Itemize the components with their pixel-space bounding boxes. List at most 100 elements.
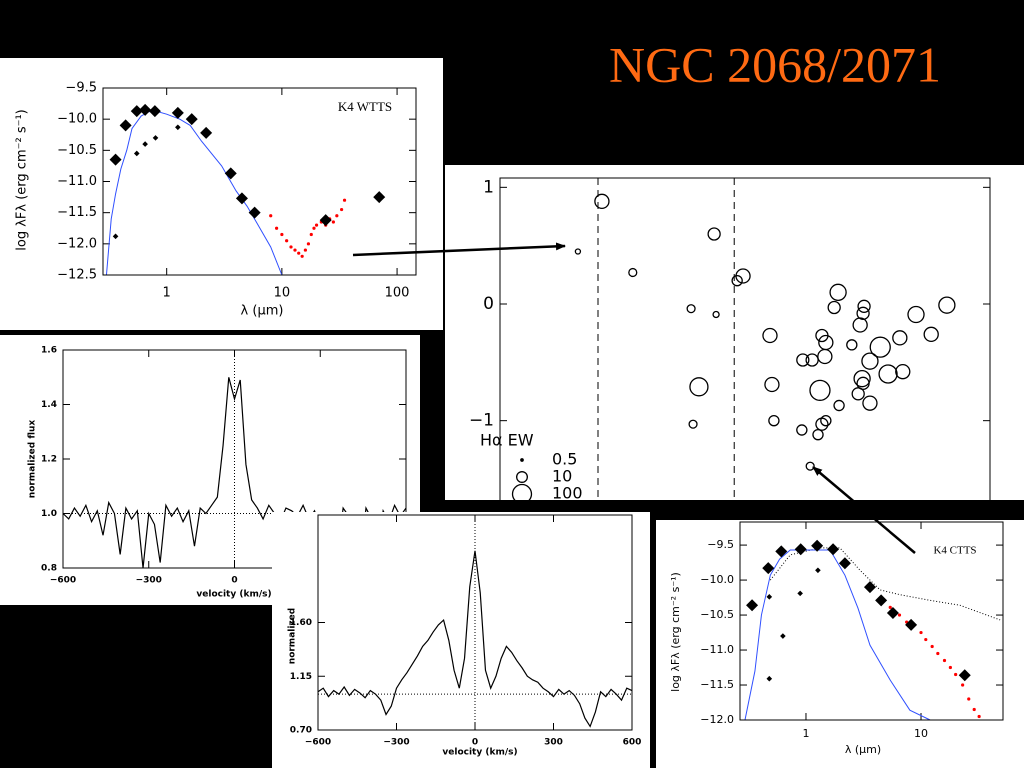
plot-frame — [499, 177, 991, 500]
data-point — [766, 594, 773, 600]
data-point — [331, 220, 335, 224]
data-point — [797, 590, 803, 597]
data-point — [335, 214, 339, 218]
bubble — [878, 364, 898, 384]
data-point — [886, 606, 899, 619]
data-point — [312, 226, 316, 230]
x-axis-label: velocity (km/s) — [196, 590, 271, 600]
bubble — [853, 369, 871, 388]
y-tick-label: 1.60 — [290, 618, 312, 628]
bubble — [833, 399, 845, 412]
data-point — [924, 637, 928, 642]
bubble — [686, 304, 696, 314]
chart-panel: −9.5 −10.0 −10.5 −11.0 −11.5 −12.0 −12.5 1 10 100… — [0, 58, 443, 330]
data-point — [815, 567, 821, 574]
y-axis-label: log λFλ (erg cm⁻² s⁻¹) — [15, 109, 30, 250]
plot-frame — [317, 514, 633, 731]
plot-frame — [62, 349, 407, 569]
data-point — [340, 207, 344, 212]
bubble — [846, 339, 858, 351]
y-tick-label: 0.8 — [41, 564, 57, 574]
bubble — [856, 306, 870, 320]
y-tick-label: −11.0 — [57, 174, 97, 189]
data-point — [794, 543, 807, 556]
y-tick-label: −9.5 — [65, 81, 97, 96]
x-tick-label: 0 — [231, 576, 237, 586]
data-point — [133, 150, 140, 157]
y-axis-label: normalized — [288, 608, 298, 664]
data-point — [152, 135, 159, 141]
data-point — [248, 206, 261, 219]
data-point — [875, 594, 888, 607]
slide-title: NGC 2068/2071 — [609, 36, 941, 92]
bubble — [851, 387, 865, 401]
data-point — [977, 714, 981, 719]
data-point — [746, 599, 759, 612]
y-tick-label: −10.5 — [57, 143, 97, 158]
x-axis-label: velocity (km/s) — [442, 748, 517, 758]
data-point — [188, 118, 195, 124]
bubble — [856, 376, 870, 390]
line-series — [317, 550, 633, 728]
data-point — [373, 191, 386, 204]
bubble — [688, 419, 698, 429]
data-point — [972, 707, 976, 712]
data-point — [888, 605, 892, 609]
bubble — [712, 310, 720, 319]
data-point — [838, 557, 851, 570]
x-tick-label: 600 — [623, 738, 642, 748]
x-axis-label: λ (μm) — [845, 743, 881, 756]
data-point — [112, 233, 119, 240]
annotation: K4 WTTS — [338, 99, 392, 114]
data-point — [811, 539, 824, 552]
x-tick-label: −600 — [50, 576, 76, 586]
bubble — [815, 417, 829, 431]
data-point — [954, 672, 958, 677]
data-point — [130, 105, 143, 118]
data-point — [827, 543, 840, 556]
chart-panel: −9.5 −10.0 −10.5 −11.0 −11.5 −12.0 1 10 λ (μm) lo… — [656, 520, 1024, 768]
x-tick-label: 0 — [472, 738, 478, 748]
y-tick-label: 1.0 — [41, 509, 57, 519]
bubble — [938, 296, 956, 314]
data-point — [958, 669, 971, 682]
plot-frame — [739, 521, 1004, 721]
y-tick-label: 1.15 — [290, 672, 312, 682]
data-point — [148, 105, 161, 118]
bubble — [829, 283, 847, 302]
data-point — [109, 153, 122, 166]
y-tick-label: 0 — [483, 294, 494, 314]
x-axis-label: λ (μm) — [241, 304, 284, 319]
data-point — [319, 214, 332, 227]
x-tick-label: 1 — [802, 727, 809, 740]
y-tick-label: −12.0 — [700, 713, 734, 726]
legend-label: 10 — [552, 467, 572, 486]
bubble — [907, 305, 925, 324]
x-tick-label: 300 — [544, 738, 563, 748]
data-point — [224, 167, 237, 180]
data-point — [762, 562, 775, 575]
data-point — [930, 644, 934, 649]
legend-label: 0.5 — [552, 450, 577, 469]
legend-marker — [511, 483, 533, 500]
y-axis-label: log λFλ (erg cm⁻² s⁻¹) — [669, 572, 682, 692]
data-point — [309, 232, 313, 237]
data-point — [942, 658, 947, 663]
annotation: K4 CTTS — [933, 545, 976, 557]
data-point — [293, 248, 297, 252]
panel-background — [0, 58, 443, 330]
chart-panel: 0.70 1.15 1.60 −600 −300 0 300 600 velocity (km/… — [272, 512, 650, 768]
panels: −9.5−10.0−10.5−11.0−11.5−12.0−12.51 10 100… — [0, 58, 1024, 768]
data-point — [961, 683, 965, 687]
data-point — [936, 651, 940, 656]
data-point — [780, 633, 786, 639]
bubble — [731, 274, 743, 287]
data-point — [300, 254, 304, 258]
panel-background — [272, 512, 650, 768]
data-point — [863, 581, 876, 594]
y-tick-label: 1.6 — [41, 346, 57, 356]
y-tick-label: −11.5 — [57, 205, 97, 220]
data-point — [905, 618, 918, 631]
arrow — [812, 466, 916, 554]
